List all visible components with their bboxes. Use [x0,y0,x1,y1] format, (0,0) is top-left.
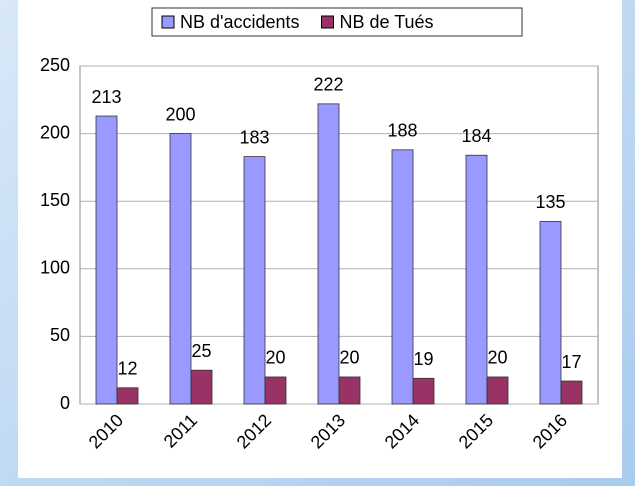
bar [116,387,139,405]
legend-label: NB d'accidents [180,12,300,32]
bar [338,376,361,405]
bar [465,154,488,405]
data-label: 222 [313,75,343,95]
legend-label: NB de Tués [340,12,434,32]
data-label: 188 [387,121,417,141]
bar [317,103,340,405]
data-label: 12 [117,359,137,379]
y-tick-label: 0 [60,393,70,413]
data-label: 135 [535,192,565,212]
data-label: 17 [561,352,581,372]
data-label: 200 [165,104,195,124]
y-tick-label: 100 [40,258,70,278]
data-label: 25 [191,341,211,361]
bar [391,149,414,405]
data-label: 20 [487,348,507,368]
bar [95,115,118,405]
data-label: 20 [265,348,285,368]
y-tick-label: 200 [40,122,70,142]
bar [539,221,562,405]
y-tick-label: 250 [40,55,70,75]
bar [264,376,287,405]
legend-swatch [321,15,334,29]
data-label: 213 [91,87,121,107]
y-tick-label: 50 [50,325,70,345]
bar [486,376,509,405]
data-label: 184 [461,126,491,146]
legend-box [151,7,523,37]
bar [560,380,583,405]
bar [190,369,213,405]
data-label: 20 [339,348,359,368]
bar [169,133,192,405]
bar [243,156,266,405]
data-label: 19 [413,349,433,369]
y-tick-label: 150 [40,190,70,210]
legend-swatch [161,15,175,29]
bar [412,377,435,405]
data-label: 183 [239,127,269,147]
